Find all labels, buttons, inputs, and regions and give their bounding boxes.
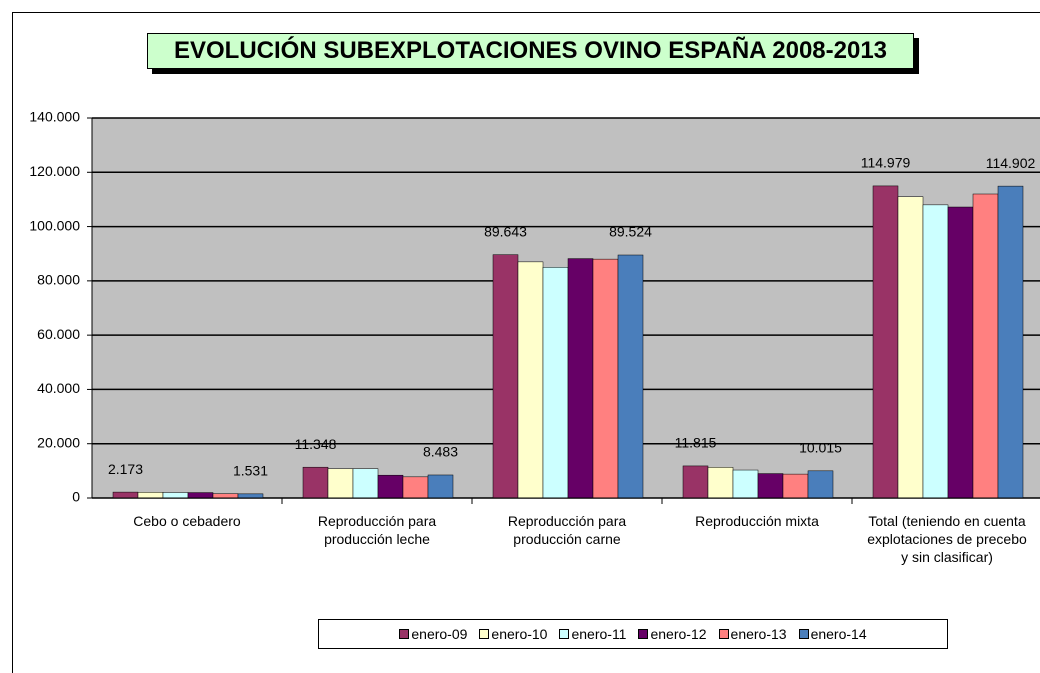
bar [617,254,644,499]
bar [682,465,709,499]
data-label: 11.348 [295,436,337,452]
legend-swatch [399,629,410,639]
data-label: 8.483 [423,444,458,460]
x-tick-label: Total (teniendo en cuenta explotaciones … [867,513,1027,565]
legend-label: enero-13 [730,626,787,642]
bar [492,254,519,499]
bar [732,469,759,499]
legend-item: enero-12 [638,626,707,642]
legend-label: enero-14 [810,626,867,642]
data-label: 11.815 [675,435,717,451]
bar [352,468,379,499]
legend-label: enero-09 [411,626,468,642]
legend-swatch [718,629,729,639]
legend-item: enero-13 [718,626,787,642]
bar [872,185,899,499]
legend-label: enero-10 [491,626,548,642]
bar [427,474,454,499]
bar [897,196,924,499]
page: {"chart_data":{"type":"bar","title":"EVO… [12,12,1040,673]
data-label: 1.531 [233,463,268,479]
bar [542,267,569,499]
y-tick-label: 0 [72,489,80,505]
bar [212,493,239,499]
bar [187,492,214,499]
data-label: 89.524 [609,224,652,240]
legend-item: enero-14 [798,626,867,642]
bar [377,474,404,499]
bar [567,258,594,499]
x-tick-label: Cebo o cebadero [133,513,241,529]
bar [972,193,999,499]
x-tick-label: Reproducción mixta [695,513,819,529]
bar [137,492,164,499]
legend-item: enero-11 [559,626,626,642]
legend-swatch [559,629,570,639]
bar [707,467,734,499]
legend-swatch [798,629,809,639]
bar [517,261,544,499]
x-tick-label: Reproducción para producción carne [507,513,627,547]
bar [947,206,974,499]
bar [782,473,809,499]
bar [402,476,429,499]
legend-label: enero-11 [571,626,627,642]
bar [327,468,354,499]
bar [997,185,1024,499]
bar [302,466,329,499]
y-tick-label: 60.000 [37,326,80,342]
data-label: 10.015 [799,440,842,456]
bar [807,470,834,499]
legend-swatch [479,629,490,639]
x-tick-label: Reproducción para producción leche [317,513,437,547]
data-label: 89.643 [484,223,527,239]
bar [922,204,949,499]
frame [12,12,1040,673]
data-label: 2.173 [108,461,143,477]
bar [112,491,139,499]
bar [592,258,619,499]
y-tick-label: 80.000 [37,272,80,288]
y-tick-label: 100.000 [29,217,80,233]
y-tick-label: 140.000 [29,109,80,125]
bar [162,492,189,499]
y-tick-label: 20.000 [37,434,80,450]
y-tick-label: 120.000 [29,163,80,179]
legend-item: enero-10 [479,626,547,642]
bar [237,493,264,499]
chart: 0 20.000 40.000 60.000 80.000 100.000 120.000 1… [29,109,1040,505]
legend: enero-09 enero-10 enero-11 enero-12 enero-13… [318,619,948,649]
legend-label: enero-12 [650,626,707,642]
y-tick-label: 40.000 [37,380,80,396]
data-label: 114.979 [861,155,911,171]
bar [757,473,784,499]
chart-title: EVOLUCIÓN SUBEXPLOTACIONES OVINO ESPAÑA … [147,33,914,69]
data-label: 114.902 [986,155,1036,171]
legend-item: enero-09 [399,626,467,642]
legend-swatch [638,629,649,639]
